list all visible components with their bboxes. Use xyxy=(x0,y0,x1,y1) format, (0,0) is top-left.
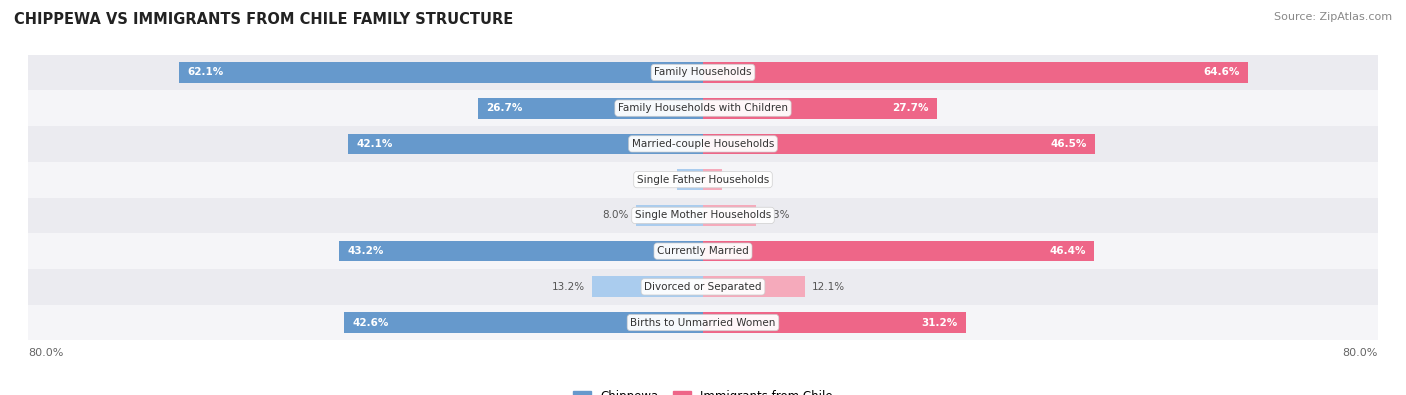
Bar xyxy=(703,169,721,190)
Text: 80.0%: 80.0% xyxy=(28,348,63,357)
Text: Births to Unmarried Women: Births to Unmarried Women xyxy=(630,318,776,327)
Text: Currently Married: Currently Married xyxy=(657,246,749,256)
Text: 6.3%: 6.3% xyxy=(763,211,789,220)
Bar xyxy=(478,98,703,118)
Text: 62.1%: 62.1% xyxy=(187,68,224,77)
Text: Family Households: Family Households xyxy=(654,68,752,77)
Text: 64.6%: 64.6% xyxy=(1204,68,1240,77)
Text: 43.2%: 43.2% xyxy=(347,246,384,256)
Text: 46.5%: 46.5% xyxy=(1050,139,1087,149)
Bar xyxy=(179,62,703,83)
Text: 26.7%: 26.7% xyxy=(486,103,523,113)
Bar xyxy=(347,134,703,154)
Bar xyxy=(703,241,1094,261)
Bar xyxy=(676,169,703,190)
Bar xyxy=(703,62,1249,83)
Text: Single Mother Households: Single Mother Households xyxy=(636,211,770,220)
Bar xyxy=(343,312,703,333)
Bar xyxy=(339,241,703,261)
Text: 42.6%: 42.6% xyxy=(352,318,388,327)
Text: 3.1%: 3.1% xyxy=(644,175,671,184)
Text: 13.2%: 13.2% xyxy=(551,282,585,292)
Text: 12.1%: 12.1% xyxy=(811,282,845,292)
Text: 42.1%: 42.1% xyxy=(356,139,392,149)
Bar xyxy=(592,276,703,297)
Bar xyxy=(28,55,1378,90)
Text: Single Father Households: Single Father Households xyxy=(637,175,769,184)
Bar xyxy=(703,134,1095,154)
Text: 2.2%: 2.2% xyxy=(728,175,755,184)
Text: CHIPPEWA VS IMMIGRANTS FROM CHILE FAMILY STRUCTURE: CHIPPEWA VS IMMIGRANTS FROM CHILE FAMILY… xyxy=(14,12,513,27)
Bar xyxy=(28,305,1378,340)
Bar xyxy=(703,98,936,118)
Bar xyxy=(28,90,1378,126)
Bar xyxy=(28,162,1378,198)
Bar xyxy=(703,276,806,297)
Legend: Chippewa, Immigrants from Chile: Chippewa, Immigrants from Chile xyxy=(568,385,838,395)
Text: 27.7%: 27.7% xyxy=(891,103,928,113)
Bar xyxy=(703,205,756,226)
Text: 80.0%: 80.0% xyxy=(1343,348,1378,357)
Text: 46.4%: 46.4% xyxy=(1049,246,1085,256)
Text: Divorced or Separated: Divorced or Separated xyxy=(644,282,762,292)
Text: Family Households with Children: Family Households with Children xyxy=(619,103,787,113)
Text: Married-couple Households: Married-couple Households xyxy=(631,139,775,149)
Text: 8.0%: 8.0% xyxy=(602,211,628,220)
Bar xyxy=(703,312,966,333)
Bar xyxy=(28,269,1378,305)
Bar xyxy=(636,205,703,226)
Bar xyxy=(28,233,1378,269)
Bar xyxy=(28,126,1378,162)
Bar xyxy=(28,198,1378,233)
Text: Source: ZipAtlas.com: Source: ZipAtlas.com xyxy=(1274,12,1392,22)
Text: 31.2%: 31.2% xyxy=(921,318,957,327)
